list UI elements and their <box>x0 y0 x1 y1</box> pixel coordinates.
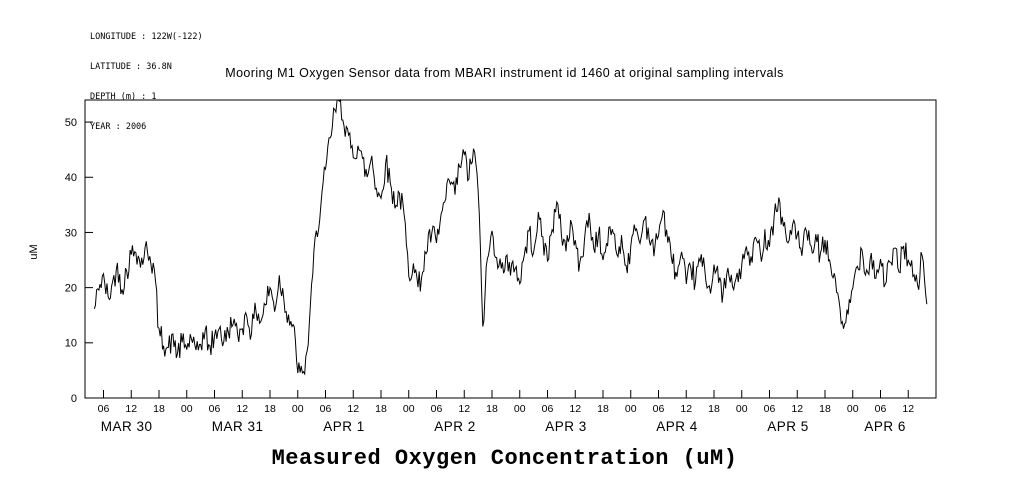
x-tick-label: 00 <box>403 403 415 415</box>
x-tick-label: 12 <box>125 403 137 415</box>
x-tick-label: 00 <box>847 403 859 415</box>
metadata-longitude: LONGITUDE : 122W(-122) <box>90 32 203 42</box>
x-tick-label: 06 <box>764 403 776 415</box>
x-tick-label: 12 <box>902 403 914 415</box>
x-tick-label: 06 <box>875 403 887 415</box>
x-day-label: APR 1 <box>323 419 365 434</box>
metadata-latitude: LATITUDE : 36.8N <box>90 62 172 72</box>
y-axis-title: uM <box>28 244 40 259</box>
x-tick-label: 06 <box>431 403 443 415</box>
x-tick-label: 06 <box>542 403 554 415</box>
x-tick-label: 00 <box>514 403 526 415</box>
x-day-label: MAR 31 <box>212 419 264 434</box>
x-tick-label: 12 <box>680 403 692 415</box>
x-tick-label: 06 <box>98 403 110 415</box>
x-tick-label: 18 <box>708 403 720 415</box>
data-series-layer <box>93 98 928 376</box>
x-tick-label: 18 <box>597 403 609 415</box>
x-tick-label: 12 <box>569 403 581 415</box>
x-tick-label: 18 <box>819 403 831 415</box>
chart-title: Mooring M1 Oxygen Sensor data from MBARI… <box>225 66 784 80</box>
x-tick-label: 12 <box>347 403 359 415</box>
x-day-label: APR 4 <box>656 419 698 434</box>
y-tick-label: 10 <box>65 338 77 350</box>
x-day-label: APR 6 <box>864 419 906 434</box>
metadata-depth: DEPTH (m) : 1 <box>90 92 157 102</box>
y-tick-label: 0 <box>71 393 77 405</box>
x-day-label: APR 3 <box>545 419 587 434</box>
plot-frame <box>84 99 937 399</box>
x-tick-label: 12 <box>236 403 248 415</box>
x-tick-label: 12 <box>458 403 470 415</box>
x-tick-label: 06 <box>320 403 332 415</box>
x-tick-label: 00 <box>736 403 748 415</box>
x-tick-label: 18 <box>375 403 387 415</box>
y-tick-label: 30 <box>65 227 77 239</box>
x-tick-label: 00 <box>625 403 637 415</box>
x-tick-label: 18 <box>264 403 276 415</box>
axes-layer: 0 10 20 30 40 50 06 12 18 00 06 12 18 00 06 12 18 00 06 12 1… <box>65 99 937 434</box>
x-tick-label: 06 <box>209 403 221 415</box>
metadata-year: YEAR : 2006 <box>90 122 147 132</box>
x-tick-label: 18 <box>153 403 165 415</box>
x-tick-label: 06 <box>653 403 665 415</box>
x-tick-label: 18 <box>486 403 498 415</box>
oxygen-series-line <box>93 98 928 376</box>
station-metadata: LONGITUDE : 122W(-122) LATITUDE : 36.8N … <box>90 12 203 152</box>
x-tick-label: 00 <box>181 403 193 415</box>
x-axis-caption: Measured Oxygen Concentration (uM) <box>271 446 738 471</box>
x-tick-label: 00 <box>292 403 304 415</box>
x-day-label: MAR 30 <box>101 419 153 434</box>
x-tick-label: 12 <box>791 403 803 415</box>
x-day-label: APR 5 <box>767 419 809 434</box>
y-tick-label: 50 <box>65 117 77 129</box>
y-tick-label: 40 <box>65 172 77 184</box>
x-day-label: APR 2 <box>434 419 476 434</box>
y-tick-label: 20 <box>65 282 77 294</box>
